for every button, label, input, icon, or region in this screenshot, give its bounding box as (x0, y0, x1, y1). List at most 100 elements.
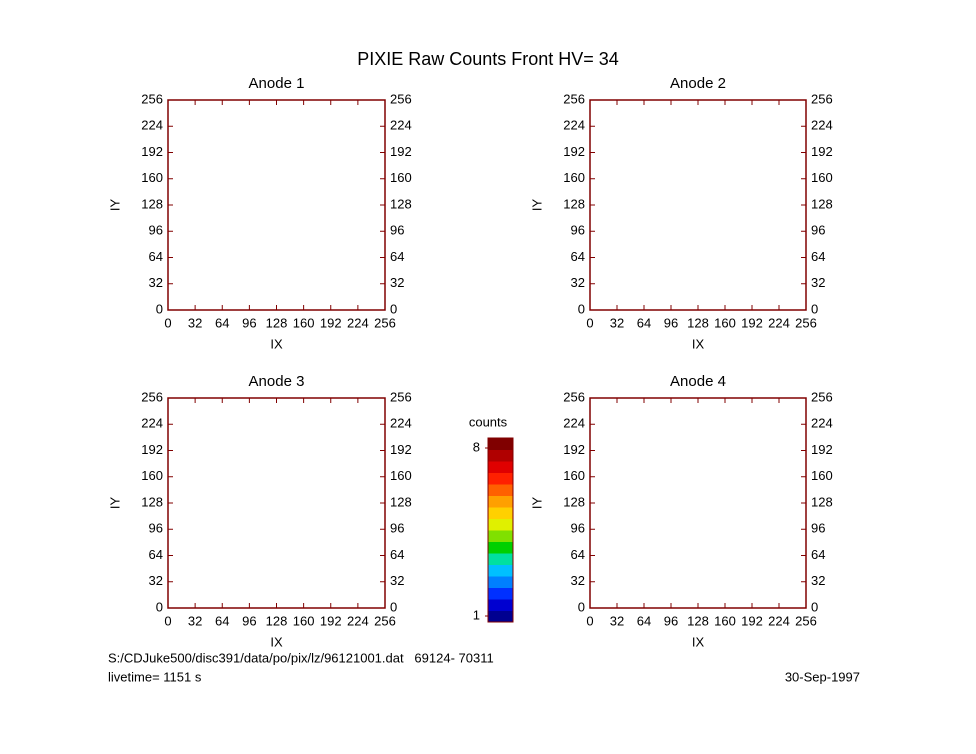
colorbar-band (488, 507, 513, 519)
x-axis-label: IX (270, 634, 283, 649)
y-tick-label: 0 (390, 599, 397, 614)
y-tick-label: 192 (563, 144, 585, 159)
x-tick-label: 32 (610, 613, 624, 628)
colorbar-band (488, 461, 513, 473)
panel-title: Anode 4 (670, 373, 726, 390)
colorbar-band (488, 553, 513, 565)
y-tick-label: 192 (563, 442, 585, 457)
x-axis-label: IX (692, 634, 705, 649)
y-tick-label: 160 (563, 468, 585, 483)
panel-title: Anode 2 (670, 75, 726, 92)
y-tick-label: 128 (811, 196, 833, 211)
y-tick-label: 32 (390, 275, 404, 290)
y-tick-label: 64 (571, 547, 585, 562)
y-tick-label: 64 (149, 249, 163, 264)
y-tick-label: 224 (563, 416, 585, 431)
colorbar-tick-label: 1 (473, 607, 480, 622)
y-tick-label: 128 (563, 196, 585, 211)
colorbar-band (488, 449, 513, 462)
colorbar-band (488, 518, 513, 531)
y-tick-label: 64 (390, 249, 404, 264)
x-tick-label: 192 (741, 613, 763, 628)
y-tick-label: 64 (571, 249, 585, 264)
y-tick-label: 64 (811, 547, 825, 562)
y-tick-label: 256 (811, 91, 833, 106)
y-axis-label: IY (107, 497, 122, 510)
y-tick-label: 32 (149, 275, 163, 290)
x-tick-label: 64 (637, 613, 651, 628)
x-tick-label: 32 (610, 315, 624, 330)
y-tick-label: 192 (390, 144, 412, 159)
y-tick-label: 256 (390, 91, 412, 106)
y-tick-label: 224 (390, 416, 412, 431)
y-tick-label: 160 (390, 170, 412, 185)
y-tick-label: 64 (811, 249, 825, 264)
y-axis-label: IY (529, 497, 544, 510)
y-tick-label: 64 (390, 547, 404, 562)
y-tick-label: 128 (141, 494, 163, 509)
y-tick-label: 96 (390, 521, 404, 536)
x-tick-label: 160 (293, 613, 315, 628)
x-tick-label: 96 (664, 315, 678, 330)
y-tick-label: 256 (563, 91, 585, 106)
x-tick-label: 0 (164, 613, 171, 628)
y-tick-label: 96 (571, 521, 585, 536)
y-tick-label: 96 (811, 223, 825, 238)
y-axis-label: IY (529, 199, 544, 212)
y-tick-label: 32 (390, 573, 404, 588)
y-tick-label: 160 (141, 170, 163, 185)
y-tick-label: 0 (811, 301, 818, 316)
y-tick-label: 256 (141, 389, 163, 404)
footer-date: 30-Sep-1997 (785, 669, 860, 684)
y-tick-label: 224 (141, 416, 163, 431)
y-tick-label: 224 (811, 118, 833, 133)
colorbar-band (488, 484, 513, 496)
y-tick-label: 32 (149, 573, 163, 588)
y-tick-label: 0 (390, 301, 397, 316)
x-tick-label: 192 (320, 613, 342, 628)
y-tick-label: 192 (390, 442, 412, 457)
colorbar-band (488, 599, 513, 611)
x-tick-label: 224 (768, 613, 790, 628)
colorbar-tick-label: 8 (473, 439, 480, 454)
x-tick-label: 0 (586, 613, 593, 628)
colorbar-band (488, 564, 513, 577)
x-tick-label: 224 (768, 315, 790, 330)
x-tick-label: 128 (266, 315, 288, 330)
y-tick-label: 96 (571, 223, 585, 238)
y-tick-label: 96 (149, 521, 163, 536)
y-tick-label: 256 (390, 389, 412, 404)
colorbar-band (488, 541, 513, 554)
x-tick-label: 160 (293, 315, 315, 330)
x-tick-label: 128 (687, 613, 709, 628)
x-axis-label: IX (270, 336, 283, 351)
panel-title: Anode 1 (249, 75, 305, 92)
y-tick-label: 224 (141, 118, 163, 133)
y-tick-label: 128 (141, 196, 163, 211)
colorbar-band (488, 472, 513, 485)
y-tick-label: 160 (390, 468, 412, 483)
colorbar-band (488, 530, 513, 542)
y-tick-label: 96 (390, 223, 404, 238)
y-tick-label: 256 (141, 91, 163, 106)
y-tick-label: 160 (141, 468, 163, 483)
y-tick-label: 160 (811, 170, 833, 185)
figure-title: PIXIE Raw Counts Front HV= 34 (357, 49, 619, 69)
footer-file: S:/CDJuke500/disc391/data/po/pix/lz/9612… (108, 650, 494, 665)
x-tick-label: 256 (795, 315, 817, 330)
y-tick-label: 64 (149, 547, 163, 562)
y-tick-label: 256 (563, 389, 585, 404)
x-tick-label: 128 (687, 315, 709, 330)
y-tick-label: 224 (390, 118, 412, 133)
x-tick-label: 96 (664, 613, 678, 628)
y-tick-label: 128 (563, 494, 585, 509)
colorbar-band (488, 438, 513, 450)
colorbar-band (488, 495, 513, 508)
x-tick-label: 32 (188, 315, 202, 330)
y-tick-label: 32 (811, 275, 825, 290)
colorbar-band (488, 587, 513, 600)
x-tick-label: 64 (637, 315, 651, 330)
x-tick-label: 224 (347, 315, 369, 330)
y-tick-label: 96 (149, 223, 163, 238)
